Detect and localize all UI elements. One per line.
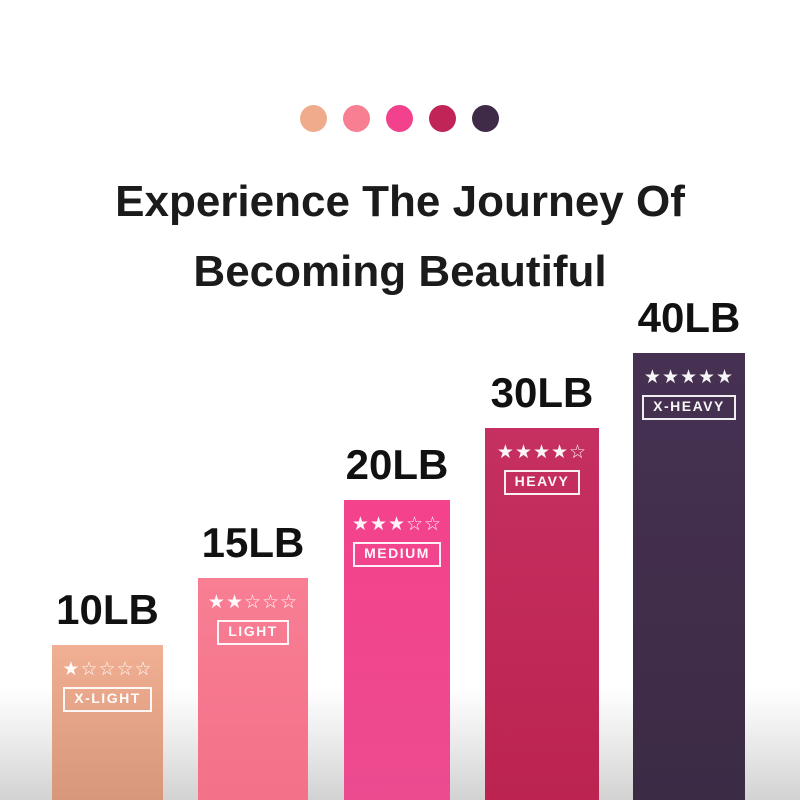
title-line-2: Becoming Beautiful: [193, 247, 607, 297]
star-rating: ★★★☆☆: [351, 513, 443, 535]
page-title: Experience The Journey Of Becoming Beaut…: [0, 167, 800, 307]
weight-label: 15LB: [201, 519, 305, 566]
star-rating: ★★★★★: [643, 366, 735, 388]
level-badge-label: X-LIGHT: [74, 690, 141, 706]
bar-group-20lb: 20LB ★★★☆☆ MEDIUM: [344, 444, 450, 800]
title-line-1: Experience The Journey Of: [115, 177, 685, 227]
palette-dot-5: [472, 105, 499, 132]
weight-label: 30LB: [490, 369, 594, 416]
bar-group-10lb: 10LB ★☆☆☆☆ X-LIGHT: [52, 589, 163, 800]
bar-30lb: ★★★★☆ HEAVY: [485, 428, 599, 800]
bar-group-40lb: 40LB ★★★★★ X-HEAVY: [633, 297, 745, 800]
bar-20lb: ★★★☆☆ MEDIUM: [344, 500, 450, 800]
level-badge-label: HEAVY: [514, 473, 570, 489]
level-badge-label: X-HEAVY: [653, 398, 725, 414]
level-badge: X-LIGHT: [63, 687, 152, 712]
bar-40lb: ★★★★★ X-HEAVY: [633, 353, 745, 800]
bar-15lb: ★★☆☆☆ LIGHT: [198, 578, 308, 800]
palette-dots: [300, 105, 499, 132]
level-badge: LIGHT: [217, 620, 289, 645]
star-rating: ★☆☆☆☆: [62, 658, 153, 680]
star-rating: ★★★★☆: [496, 441, 588, 463]
weight-label: 40LB: [637, 294, 741, 341]
bar-group-30lb: 30LB ★★★★☆ HEAVY: [485, 372, 599, 800]
level-badge-label: LIGHT: [228, 623, 278, 639]
weight-label: 20LB: [345, 441, 449, 488]
palette-dot-1: [300, 105, 327, 132]
star-rating: ★★☆☆☆: [207, 591, 299, 613]
level-badge: MEDIUM: [353, 542, 441, 567]
bar-group-15lb: 15LB ★★☆☆☆ LIGHT: [198, 522, 308, 800]
palette-dot-2: [343, 105, 370, 132]
bar-10lb: ★☆☆☆☆ X-LIGHT: [52, 645, 163, 800]
weight-label: 10LB: [56, 586, 159, 633]
level-badge: HEAVY: [503, 470, 581, 495]
level-badge-label: MEDIUM: [364, 545, 430, 561]
palette-dot-4: [429, 105, 456, 132]
level-badge: X-HEAVY: [642, 395, 736, 420]
palette-dot-3: [386, 105, 413, 132]
